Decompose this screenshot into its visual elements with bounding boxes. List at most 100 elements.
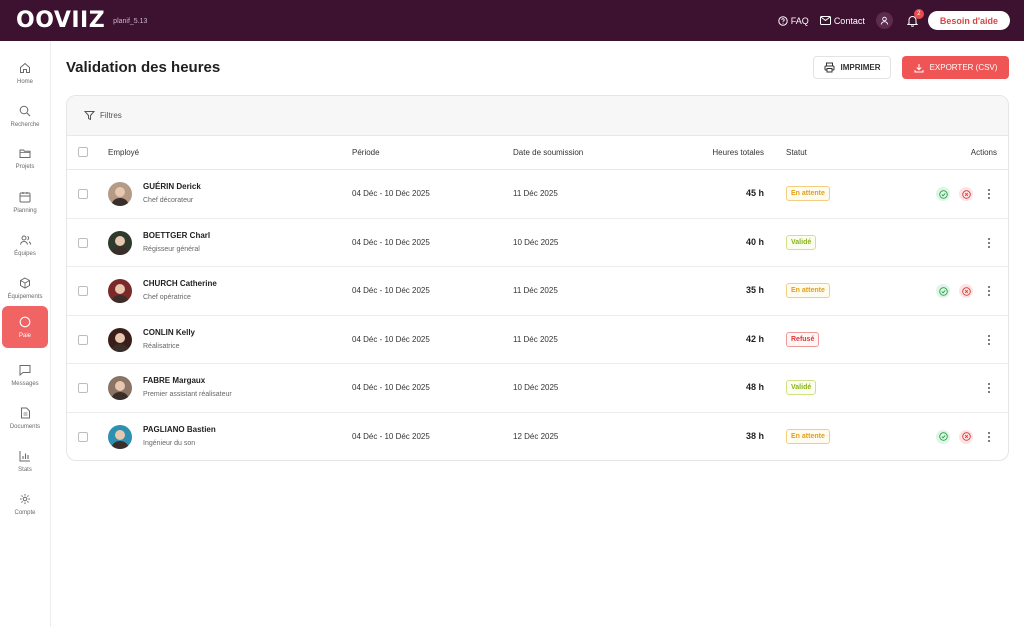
sidebar-item-label: Équipes: [14, 250, 36, 257]
sidebar-item-planning[interactable]: Planning: [2, 181, 48, 223]
column-employee[interactable]: Employé: [108, 148, 140, 157]
approve-check-icon[interactable]: [936, 284, 950, 298]
employee-name: PAGLIANO Bastien: [143, 424, 216, 434]
submission-date: 12 Déc 2025: [513, 431, 559, 441]
table-row[interactable]: GUÉRIN Derick Chef décorateur 04 Déc - 1…: [67, 170, 1008, 219]
export-csv-button[interactable]: EXPORTER (CSV): [902, 56, 1009, 79]
period: 04 Déc - 10 Déc 2025: [352, 431, 430, 441]
filters-button[interactable]: Filtres: [100, 111, 122, 120]
column-period[interactable]: Période: [352, 148, 380, 157]
sidebar-item-label: Compte: [14, 509, 36, 516]
select-all-checkbox[interactable]: [78, 147, 88, 157]
sidebar-item-home[interactable]: Home: [2, 52, 48, 94]
row-checkbox[interactable]: [78, 189, 88, 199]
sidebar-item-messages[interactable]: Messages: [2, 354, 48, 396]
timesheet-table: Filtres Employé Période Date de soumissi…: [66, 95, 1009, 461]
sidebar-item-label: Messages: [11, 380, 39, 387]
period: 04 Déc - 10 Déc 2025: [352, 334, 430, 344]
column-hours[interactable]: Heures totales: [712, 148, 764, 157]
row-checkbox[interactable]: [78, 383, 88, 393]
print-button[interactable]: IMPRIMER: [813, 56, 891, 79]
table-row[interactable]: BOETTGER Charl Régisseur général 04 Déc …: [67, 219, 1008, 267]
reject-x-icon[interactable]: [959, 429, 973, 444]
filters-bar: Filtres: [67, 96, 1008, 136]
employee-role: Ingénieur du son: [143, 439, 196, 447]
sidebar: Home Recherche Projets Planning Équipes …: [0, 41, 51, 627]
message-icon: [19, 364, 31, 376]
more-options-icon[interactable]: [985, 381, 993, 395]
approve-check-icon[interactable]: [936, 429, 950, 444]
table-row[interactable]: CHURCH Catherine Chef opératrice 04 Déc …: [67, 267, 1008, 316]
sidebar-item-compte[interactable]: Compte: [2, 483, 48, 525]
table-row[interactable]: FABRE Margaux Premier assistant réalisat…: [67, 364, 1008, 413]
employee-name: CHURCH Catherine: [143, 279, 217, 288]
users-icon: [19, 235, 31, 245]
total-hours: 48 h: [745, 382, 764, 392]
status-badge: Validé: [786, 234, 817, 250]
faq-label: FAQ: [790, 15, 809, 26]
page-title: Validation des heures: [66, 59, 221, 76]
row-checkbox[interactable]: [78, 431, 88, 442]
employee-role: Réalisatrice: [143, 342, 180, 350]
sidebar-item-paie[interactable]: Paie: [2, 306, 48, 348]
more-options-icon[interactable]: [985, 284, 993, 298]
filter-icon[interactable]: [84, 110, 95, 121]
table-row[interactable]: PAGLIANO Bastien Ingénieur du son 04 Déc…: [67, 413, 1008, 461]
user-icon: [880, 16, 889, 25]
gear-icon: [20, 493, 30, 504]
row-checkbox[interactable]: [78, 334, 88, 345]
sidebar-item-label: Paie: [18, 332, 31, 339]
app-version: planif_5.13: [113, 18, 148, 25]
avatar: [108, 279, 132, 303]
help-circle-icon: [778, 15, 788, 26]
employee-name: CONLIN Kelly: [143, 327, 196, 337]
approve-check-icon[interactable]: [936, 187, 950, 201]
sidebar-item-equipes[interactable]: Équipes: [2, 224, 48, 266]
avatar: [108, 182, 132, 206]
mail-icon: [819, 16, 831, 25]
faq-link[interactable]: FAQ: [778, 16, 809, 26]
sidebar-item-label: Planning: [13, 207, 37, 214]
more-options-icon[interactable]: [985, 236, 993, 250]
submission-date: 11 Déc 2025: [513, 189, 558, 198]
circle-icon: [19, 316, 31, 327]
column-status[interactable]: Statut: [786, 148, 807, 157]
row-checkbox[interactable]: [78, 237, 88, 248]
period: 04 Déc - 10 Déc 2025: [352, 286, 430, 295]
table-header: Employé Période Date de soumission Heure…: [67, 136, 1008, 170]
app-logo[interactable]: OOVIIZ: [16, 8, 106, 33]
table-row[interactable]: CONLIN Kelly Réalisatrice 04 Déc - 10 Dé…: [67, 316, 1008, 364]
status-badge: Refusé: [786, 331, 820, 347]
contact-link[interactable]: Contact: [819, 16, 865, 26]
sidebar-item-stats[interactable]: Stats: [2, 440, 48, 482]
reject-x-icon[interactable]: [959, 284, 973, 298]
submission-date: 11 Déc 2025: [513, 286, 558, 295]
total-hours: 40 h: [745, 236, 764, 247]
notifications-button[interactable]: 2: [906, 8, 924, 27]
more-options-icon[interactable]: [985, 333, 993, 347]
total-hours: 35 h: [745, 285, 764, 295]
sidebar-item-label: Stats: [18, 466, 32, 473]
period: 04 Déc - 10 Déc 2025: [352, 237, 430, 247]
reject-x-icon[interactable]: [959, 187, 973, 201]
more-options-icon[interactable]: [985, 187, 993, 201]
sidebar-item-documents[interactable]: Documents: [2, 397, 48, 439]
employee-role: Chef décorateur: [143, 197, 194, 204]
total-hours: 45 h: [745, 188, 764, 198]
status-badge: En attente: [786, 283, 830, 298]
employee-role: Régisseur général: [143, 245, 200, 253]
user-avatar-button[interactable]: [875, 12, 893, 29]
employee-name: BOETTGER Charl: [143, 230, 211, 240]
download-icon: [914, 63, 924, 72]
sidebar-item-recherche[interactable]: Recherche: [2, 95, 48, 137]
sidebar-item-equipements[interactable]: Équipements: [2, 267, 48, 309]
column-submitted[interactable]: Date de soumission: [513, 148, 584, 157]
help-button[interactable]: Besoin d'aide: [927, 11, 1010, 30]
print-label: IMPRIMER: [840, 63, 881, 72]
sidebar-item-projets[interactable]: Projets: [2, 138, 48, 180]
total-hours: 42 h: [745, 333, 764, 344]
box-icon: [20, 276, 30, 289]
more-options-icon[interactable]: [985, 430, 993, 444]
submission-date: 10 Déc 2025: [513, 237, 559, 247]
row-checkbox[interactable]: [78, 286, 88, 296]
